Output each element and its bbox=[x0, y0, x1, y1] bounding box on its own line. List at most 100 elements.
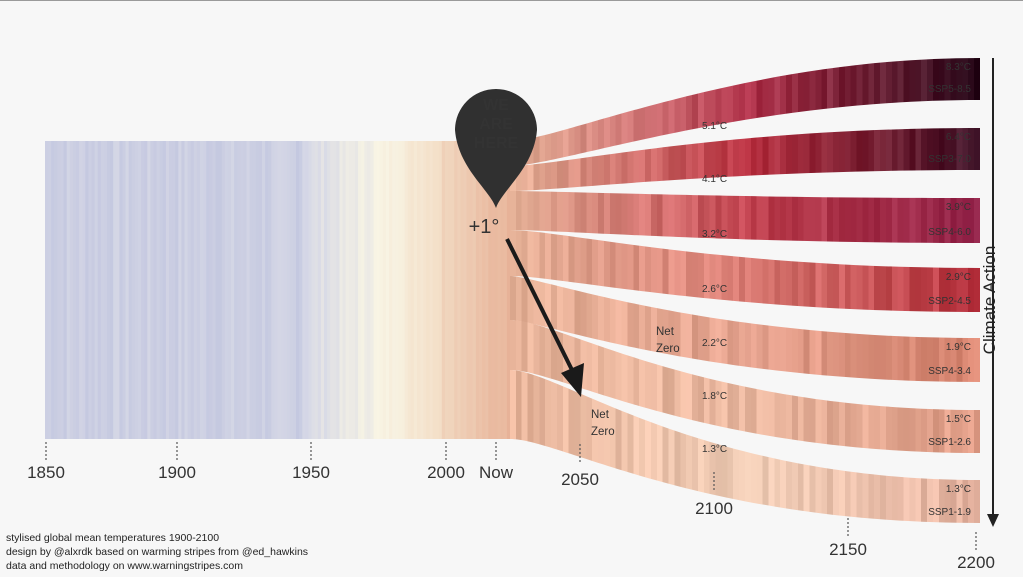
history-stripe bbox=[386, 141, 390, 439]
history-stripe bbox=[351, 141, 356, 439]
history-stripe bbox=[227, 141, 232, 439]
history-stripe bbox=[305, 141, 310, 439]
temp-2100-label: 5.1°C bbox=[702, 121, 727, 132]
scenario-name-label: SSP5-8.5 bbox=[928, 84, 971, 95]
history-stripe bbox=[503, 141, 508, 439]
historical-stripes bbox=[45, 141, 511, 439]
history-stripe bbox=[116, 141, 120, 439]
marker-label-line: ARE bbox=[479, 116, 513, 133]
history-stripe bbox=[138, 141, 142, 439]
history-stripe bbox=[460, 141, 465, 439]
history-stripe bbox=[69, 141, 74, 439]
history-stripe bbox=[336, 141, 341, 439]
scenario-name-label: SSP4-3.4 bbox=[928, 366, 971, 377]
history-stripe bbox=[302, 141, 306, 439]
history-stripe bbox=[237, 141, 241, 439]
history-stripe bbox=[144, 141, 148, 439]
history-stripe bbox=[212, 141, 217, 439]
history-stripe bbox=[472, 141, 477, 439]
history-stripe bbox=[494, 141, 499, 439]
history-stripe bbox=[206, 141, 210, 439]
history-stripe bbox=[156, 141, 161, 439]
scenario-band-ssp3-7-0 bbox=[510, 128, 980, 191]
history-stripe bbox=[435, 141, 440, 439]
history-stripe bbox=[289, 141, 294, 439]
x-tick-label: 1950 bbox=[292, 463, 330, 482]
history-stripe bbox=[423, 141, 427, 439]
history-stripe bbox=[277, 141, 282, 439]
history-stripe bbox=[376, 141, 381, 439]
history-stripe bbox=[110, 141, 114, 439]
history-stripe bbox=[190, 141, 195, 439]
history-stripe bbox=[324, 141, 328, 439]
history-stripe bbox=[444, 141, 449, 439]
history-stripe bbox=[252, 141, 257, 439]
history-stripe bbox=[426, 141, 430, 439]
history-stripe bbox=[48, 141, 52, 439]
history-stripe bbox=[221, 141, 226, 439]
history-stripe bbox=[72, 141, 77, 439]
history-stripe bbox=[128, 141, 133, 439]
end-temp-label: 1.3°C bbox=[946, 484, 971, 495]
history-stripe bbox=[283, 141, 288, 439]
x-tick-label: 2200 bbox=[957, 553, 995, 572]
x-tick-label: 2150 bbox=[829, 540, 867, 559]
history-stripe bbox=[407, 141, 412, 439]
history-stripe bbox=[193, 141, 198, 439]
scenario-name-label: SSP3-7.0 bbox=[928, 154, 971, 165]
history-stripe bbox=[404, 141, 409, 439]
history-stripe bbox=[327, 141, 331, 439]
history-stripe bbox=[51, 141, 55, 439]
temp-2100-label: 1.8°C bbox=[702, 391, 727, 402]
current-warming-label: +1° bbox=[469, 216, 500, 238]
history-stripe bbox=[103, 141, 108, 439]
scenario-band-ssp4-3-4 bbox=[510, 276, 980, 382]
history-stripe bbox=[169, 141, 173, 439]
history-stripe bbox=[178, 141, 182, 439]
history-stripe bbox=[134, 141, 139, 439]
history-stripe bbox=[215, 141, 220, 439]
end-temp-label: 3.9°C bbox=[946, 202, 971, 213]
scenario-name-label: SSP2-4.5 bbox=[928, 296, 971, 307]
history-stripe bbox=[355, 141, 359, 439]
history-stripe bbox=[358, 141, 362, 439]
history-stripe bbox=[345, 141, 350, 439]
location-pin-icon bbox=[455, 89, 537, 208]
history-stripe bbox=[497, 141, 502, 439]
history-stripe bbox=[475, 141, 480, 439]
history-stripe bbox=[91, 141, 96, 439]
history-stripe bbox=[280, 141, 285, 439]
history-stripe bbox=[262, 141, 266, 439]
end-temp-label: 1.9°C bbox=[946, 342, 971, 353]
history-stripe bbox=[401, 141, 406, 439]
pathway-arrow-head bbox=[561, 363, 584, 397]
scenario-name-label: SSP1-2.6 bbox=[928, 437, 971, 448]
end-temp-label: 2.9°C bbox=[946, 272, 971, 283]
history-stripe bbox=[482, 141, 486, 439]
history-stripe bbox=[506, 141, 511, 439]
history-stripe bbox=[119, 141, 124, 439]
history-stripe bbox=[485, 141, 489, 439]
temp-2100-label: 2.2°C bbox=[702, 338, 727, 349]
history-stripe bbox=[240, 141, 244, 439]
history-stripe bbox=[320, 141, 325, 439]
x-tick-label: 2000 bbox=[427, 463, 465, 482]
history-stripe bbox=[249, 141, 254, 439]
scenario-band-ssp1-2-6 bbox=[510, 320, 980, 453]
history-stripe bbox=[231, 141, 235, 439]
history-stripe bbox=[218, 141, 223, 439]
history-stripe bbox=[200, 141, 204, 439]
history-stripe bbox=[274, 141, 279, 439]
x-tick-label: 2100 bbox=[695, 499, 733, 518]
temp-2100-label: 3.2°C bbox=[702, 229, 727, 240]
we-are-here-marker bbox=[455, 89, 537, 208]
history-stripe bbox=[271, 141, 275, 439]
temp-2100-label: 1.3°C bbox=[702, 444, 727, 455]
history-stripe bbox=[79, 141, 83, 439]
history-stripe bbox=[88, 141, 93, 439]
history-stripe bbox=[342, 141, 347, 439]
history-stripe bbox=[370, 141, 375, 439]
history-stripe bbox=[417, 141, 421, 439]
history-stripe bbox=[454, 141, 458, 439]
